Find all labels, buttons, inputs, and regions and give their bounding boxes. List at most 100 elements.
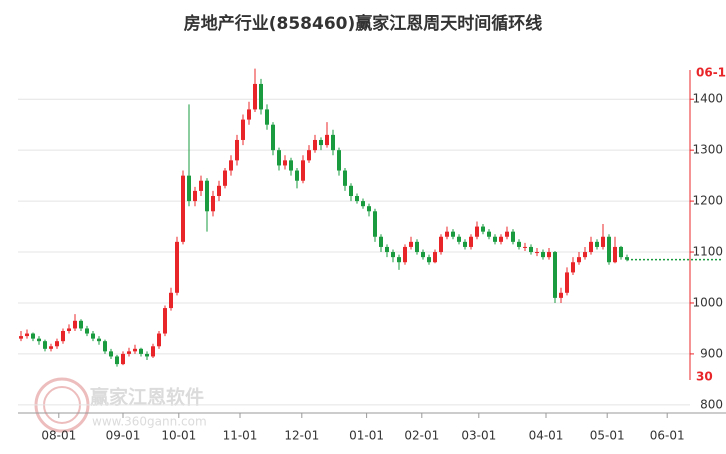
candle-body [343, 170, 347, 186]
candle-body [175, 241, 179, 293]
x-tick-label: 08-01 [41, 429, 76, 443]
candle-body [481, 226, 485, 232]
watermark-name: 赢家江恩软件 [90, 386, 204, 409]
candle-body [523, 246, 527, 248]
candle-body [433, 252, 437, 263]
candle-body [73, 320, 77, 329]
candle-body [289, 160, 293, 171]
chart-title: 房地产行业(858460)赢家江恩周天时间循环线 [184, 13, 543, 34]
x-tick-label: 01-01 [349, 429, 384, 443]
candle-body [589, 241, 593, 253]
candle-body [331, 134, 335, 151]
candle-body [583, 252, 587, 258]
candle-body [577, 257, 581, 263]
y-tick-label: 1400 [692, 92, 723, 106]
watermark: 赢家江恩软件 www.360gann.com [34, 377, 207, 433]
x-tick-label: 02-01 [404, 429, 439, 443]
candle-body [499, 236, 503, 242]
candle-body [229, 160, 233, 171]
candle-body [313, 139, 317, 151]
candle-body [505, 231, 509, 237]
candle-body [475, 226, 479, 237]
candle-body [145, 353, 149, 357]
candle-body [409, 241, 413, 247]
candle-body [121, 353, 125, 365]
x-tick-label: 04-01 [529, 429, 564, 443]
cycle-count: 30 [696, 370, 713, 384]
candle-body [571, 262, 575, 273]
candle-body [451, 231, 455, 237]
candle-body [217, 185, 221, 197]
candle-body [325, 134, 329, 146]
y-tick-label: 800 [700, 397, 723, 411]
candle-body [427, 257, 431, 263]
candle-body [157, 333, 161, 347]
candle-body [445, 231, 449, 237]
candle-body [529, 246, 533, 253]
candle-body [25, 333, 29, 337]
candle-body [367, 206, 371, 212]
candle-body [151, 346, 155, 357]
candle-body [139, 348, 143, 354]
candle-body [241, 119, 245, 140]
candle-body [361, 201, 365, 207]
candle-body [487, 231, 491, 237]
candle-body [379, 236, 383, 247]
candle-body [415, 241, 419, 253]
candle-body [247, 109, 251, 120]
candle-body [169, 292, 173, 309]
candle-body [601, 236, 605, 247]
candle-body [385, 246, 389, 253]
candle-body [79, 320, 83, 329]
candle-body [595, 241, 599, 247]
x-tick-label: 09-01 [106, 429, 141, 443]
candle-body [607, 236, 611, 263]
candle-body [421, 252, 425, 258]
candle-body [61, 330, 65, 342]
candle-body [37, 338, 41, 342]
x-tick-label: 05-01 [590, 429, 625, 443]
candle-body [265, 109, 269, 125]
candle-body [349, 185, 353, 197]
watermark-url: www.360gann.com [92, 415, 207, 429]
y-tick-label: 1000 [692, 295, 723, 309]
y-tick-label: 1300 [692, 143, 723, 157]
candle-body [565, 272, 569, 293]
candle-body [613, 246, 617, 263]
candle-body [109, 351, 113, 357]
x-tick-label: 06-01 [650, 429, 685, 443]
candle-body [463, 241, 467, 247]
candle-body [91, 333, 95, 339]
candle-body [295, 170, 299, 181]
candle-body [541, 252, 545, 258]
candle-body [301, 160, 305, 181]
candle-body [493, 236, 497, 242]
candle-body [271, 124, 275, 151]
candle-body [181, 175, 185, 242]
candle-body [187, 175, 191, 202]
candle-body [469, 236, 473, 247]
candle-body [553, 252, 557, 298]
candle-body [67, 328, 71, 331]
candle-body [277, 150, 281, 166]
candle-body [535, 252, 539, 254]
candle-body [457, 236, 461, 242]
candle-body [439, 236, 443, 253]
cycle-date: 06-11 [696, 66, 726, 80]
candle-body [403, 246, 407, 263]
x-tick-label: 10-01 [161, 429, 196, 443]
candle-body [19, 336, 23, 339]
candle-body [283, 160, 287, 166]
candle-body [319, 139, 323, 146]
y-tick-label: 1100 [692, 245, 723, 259]
candle-body [115, 356, 119, 365]
candle-body [133, 348, 137, 352]
candle-body [223, 170, 227, 186]
x-tick-label: 12-01 [284, 429, 319, 443]
candle-body [337, 150, 341, 171]
candle-body [55, 341, 59, 347]
candle-body [31, 333, 35, 339]
candle-body [43, 341, 47, 349]
y-tick-label: 900 [700, 346, 723, 360]
